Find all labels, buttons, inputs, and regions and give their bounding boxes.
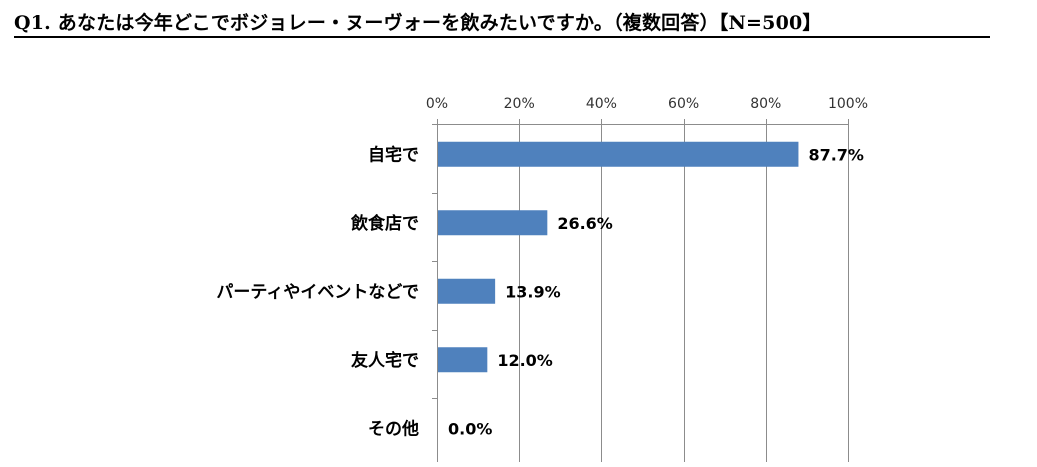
data-label: 12.0% (497, 351, 553, 370)
x-tick-label: 80% (750, 96, 781, 112)
bar (438, 347, 488, 373)
category-label: 飲食店で (350, 213, 419, 234)
axis (432, 119, 849, 462)
category-label: その他 (368, 418, 419, 439)
x-tick-label: 100% (828, 96, 868, 112)
category-label: パーティやイベントなどで (216, 282, 419, 302)
gridlines (519, 124, 849, 462)
chart-title: Q1. あなたは今年どこでボジョレー・ヌーヴォーを飲みたいですか。（複数回答）【… (14, 12, 822, 34)
data-label: 26.6% (557, 214, 613, 233)
bar (438, 210, 548, 236)
data-label: 87.7% (808, 145, 864, 164)
data-label: 13.9% (505, 282, 561, 301)
title-underline (14, 36, 990, 38)
x-tick-label: 40% (586, 96, 617, 112)
data-labels: 87.7% 26.6% 13.9% 12.0% 0.0% (448, 145, 864, 438)
x-tick-label: 0% (426, 96, 448, 112)
bar (438, 278, 496, 304)
x-tick-label: 20% (504, 96, 535, 112)
x-tick-labels: 0% 20% 40% 60% 80% 100% (426, 96, 868, 112)
bar (438, 141, 799, 167)
bars (438, 141, 799, 373)
category-label: 友人宅で (351, 350, 419, 371)
category-label: 自宅で (368, 144, 419, 165)
x-tick-label: 60% (668, 96, 699, 112)
data-label: 0.0% (448, 419, 492, 438)
